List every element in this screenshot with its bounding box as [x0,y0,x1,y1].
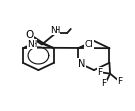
Text: O: O [25,30,33,40]
Text: F: F [97,67,102,76]
Text: N: N [28,40,34,49]
Text: H: H [53,26,60,35]
Text: H: H [31,40,37,49]
Text: Cl: Cl [84,40,93,49]
Text: F: F [117,77,122,86]
Text: N: N [50,26,57,35]
Text: N: N [78,59,85,69]
Text: F: F [102,79,107,88]
